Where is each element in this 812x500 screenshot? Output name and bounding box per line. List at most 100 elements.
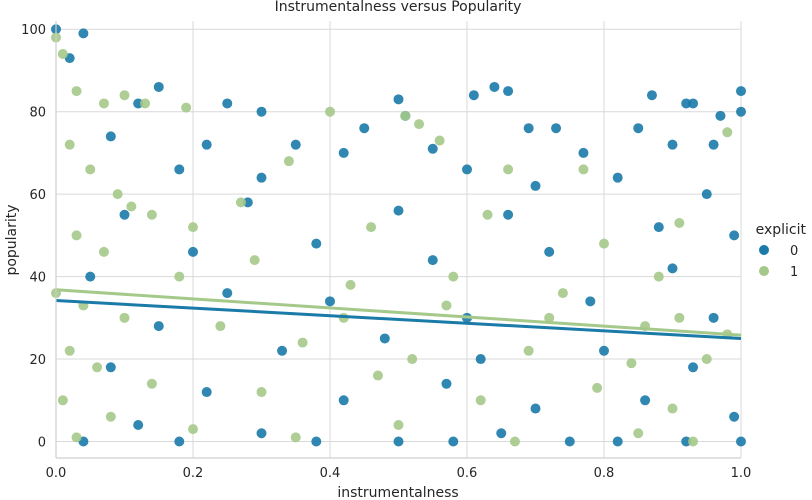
data-point-1 <box>188 424 198 435</box>
data-point-0 <box>133 98 144 109</box>
data-point-0 <box>153 81 164 92</box>
axes <box>55 21 741 459</box>
data-point-0 <box>640 395 651 406</box>
data-point-0 <box>530 403 541 414</box>
legend-label-1: 1 <box>790 265 798 280</box>
y-tick-label: 60 <box>29 188 46 203</box>
data-point-0 <box>338 147 349 158</box>
data-point-1 <box>283 156 294 167</box>
data-point-0 <box>715 110 726 121</box>
data-point-1 <box>722 127 733 138</box>
data-point-0 <box>530 180 541 191</box>
regression-line-0 <box>55 299 742 340</box>
x-tick-label: 0.4 <box>320 466 341 481</box>
data-point-0 <box>85 271 96 282</box>
data-point-1 <box>509 436 520 447</box>
data-point-1 <box>92 362 103 373</box>
chart-title: Instrumentalness versus Popularity <box>275 0 522 15</box>
x-tick-label: 0.6 <box>457 466 478 481</box>
legend: explicit 0 1 <box>756 222 807 280</box>
data-point-1 <box>544 312 555 323</box>
data-point-0 <box>612 436 623 447</box>
data-point-0 <box>393 94 404 105</box>
data-point-0 <box>701 189 712 200</box>
data-point-1 <box>674 312 685 323</box>
data-point-1 <box>64 139 75 150</box>
data-point-1 <box>235 197 246 208</box>
data-point-1 <box>146 209 157 220</box>
data-point-0 <box>489 81 500 92</box>
data-point-0 <box>133 420 144 431</box>
data-point-0 <box>688 98 699 109</box>
y-tick-label: 100 <box>21 23 46 38</box>
data-point-1 <box>119 312 130 323</box>
data-point-0 <box>468 90 479 101</box>
data-point-0 <box>427 255 438 266</box>
data-point-1 <box>400 110 411 121</box>
data-point-0 <box>256 428 267 439</box>
data-point-0 <box>708 312 719 323</box>
data-point-0 <box>729 230 740 241</box>
data-point-0 <box>736 86 746 97</box>
data-point-0 <box>523 123 534 134</box>
data-point-0 <box>708 139 719 150</box>
data-point-0 <box>379 333 390 344</box>
data-point-1 <box>181 102 192 113</box>
data-point-1 <box>105 411 116 422</box>
data-point-1 <box>599 238 609 249</box>
data-point-0 <box>551 123 562 134</box>
data-point-0 <box>222 288 233 299</box>
data-point-1 <box>626 358 637 369</box>
data-point-0 <box>393 436 404 447</box>
y-axis-label: popularity <box>4 204 20 275</box>
data-point-0 <box>496 428 507 439</box>
data-point-1 <box>393 420 404 431</box>
data-point-1 <box>688 436 699 447</box>
legend-marker-1 <box>759 266 769 276</box>
data-point-1 <box>98 98 109 109</box>
legend-label-0: 0 <box>790 244 798 259</box>
data-point-0 <box>188 246 198 257</box>
data-point-1 <box>667 403 678 414</box>
data-point-1 <box>325 106 335 117</box>
data-point-0 <box>222 98 233 109</box>
data-point-0 <box>174 436 185 447</box>
data-point-0 <box>290 139 301 150</box>
data-point-0 <box>256 172 267 183</box>
data-point-0 <box>544 246 555 257</box>
data-point-0 <box>119 209 130 220</box>
data-point-0 <box>736 106 746 117</box>
data-point-0 <box>681 98 692 109</box>
data-point-1 <box>290 432 301 443</box>
data-point-1 <box>297 337 308 348</box>
data-point-1 <box>633 428 644 439</box>
data-point-1 <box>85 164 96 175</box>
data-point-1 <box>140 98 151 109</box>
data-point-0 <box>667 263 678 274</box>
data-point-0 <box>277 345 288 356</box>
data-point-0 <box>201 387 212 398</box>
data-point-1 <box>119 90 130 101</box>
data-point-1 <box>372 370 383 381</box>
data-point-1 <box>441 300 452 311</box>
data-points <box>51 24 746 447</box>
x-tick-label: 0.0 <box>46 466 67 481</box>
data-point-1 <box>215 321 226 332</box>
data-point-1 <box>407 354 418 365</box>
data-point-0 <box>729 411 740 422</box>
data-point-1 <box>366 222 377 233</box>
data-point-1 <box>57 395 68 406</box>
data-point-1 <box>188 222 198 233</box>
data-point-1 <box>64 345 75 356</box>
data-point-0 <box>503 86 514 97</box>
legend-title: explicit <box>756 222 807 238</box>
data-point-1 <box>557 288 568 299</box>
y-tick-label: 80 <box>29 106 46 121</box>
data-point-1 <box>112 189 123 200</box>
y-tick-label: 40 <box>29 271 46 286</box>
data-point-0 <box>736 436 746 447</box>
data-point-0 <box>653 222 664 233</box>
regression-line-1 <box>55 288 742 337</box>
data-point-1 <box>71 432 82 443</box>
x-tick-label: 1.0 <box>731 466 752 481</box>
